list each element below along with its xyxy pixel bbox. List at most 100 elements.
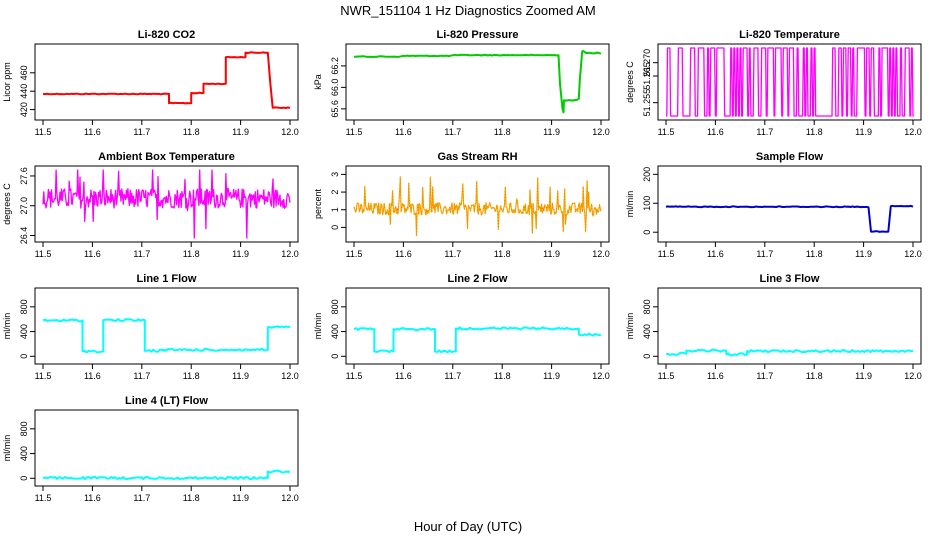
x-tick-label: 11.6 — [707, 371, 724, 381]
y-tick-label: 420 — [19, 102, 29, 117]
x-tick-label: 11.5 — [346, 371, 363, 381]
x-tick-label: 12.0 — [281, 493, 299, 503]
x-tick-label: 11.9 — [543, 127, 560, 137]
y-tick-label: 0 — [330, 225, 340, 230]
panel-sample_flow: Sample Flow 11.5 11.6 11.7 11.8 11.9 12.0 0 100 2… — [625, 151, 922, 259]
plot-frame — [657, 43, 922, 121]
panel-pressure: Li-820 Pressure 11.5 11.6 11.7 11.8 11.9 12.0 6… — [313, 29, 610, 137]
series-line-line2 — [353, 326, 602, 354]
y-axis-label: ml/min — [2, 435, 12, 462]
y-tick-label: 51.255 — [642, 89, 652, 117]
x-tick-label: 11.6 — [84, 493, 101, 503]
y-tick-label: 800 — [330, 299, 340, 314]
plot-frame — [345, 43, 610, 121]
y-tick-label: 800 — [642, 299, 652, 314]
x-tick-label: 11.5 — [658, 127, 675, 137]
x-tick-label: 11.5 — [35, 127, 52, 137]
x-tick-label: 11.8 — [494, 249, 511, 259]
x-tick-label: 11.7 — [756, 127, 773, 137]
panel-title: Line 3 Flow — [760, 273, 820, 285]
x-tick-label: 11.8 — [806, 127, 823, 137]
y-tick-label: 400 — [642, 324, 652, 339]
plot-frame — [657, 287, 922, 365]
x-tick-label: 11.5 — [35, 493, 52, 503]
y-tick-label: 1 — [330, 207, 340, 212]
panel-title: Li-820 Pressure — [437, 29, 519, 41]
x-tick-label: 11.9 — [232, 371, 249, 381]
panel-line4: Line 4 (LT) Flow 11.5 11.6 11.7 11.8 11.9 12.0… — [2, 395, 299, 503]
x-tick-label: 11.8 — [806, 249, 823, 259]
x-tick-label: 11.7 — [444, 127, 461, 137]
series-points-rh — [353, 176, 602, 236]
panel-title: Li-820 Temperature — [739, 29, 840, 41]
y-tick-label: 440 — [19, 84, 29, 99]
series-line-box_temp — [42, 169, 291, 239]
x-tick-label: 12.0 — [281, 249, 299, 259]
y-tick-label: 27.6 — [19, 167, 29, 185]
x-tick-label: 11.5 — [35, 371, 52, 381]
y-axis-label: percent — [313, 188, 323, 219]
y-tick-label: 0 — [642, 354, 652, 359]
y-axis-label: ml/min — [625, 313, 635, 340]
x-tick-label: 11.9 — [232, 127, 249, 137]
x-tick-label: 11.9 — [232, 493, 249, 503]
x-tick-label: 12.0 — [281, 127, 299, 137]
x-tick-label: 12.0 — [904, 249, 922, 259]
x-tick-label: 11.8 — [494, 371, 511, 381]
y-tick-label: 0 — [642, 230, 652, 235]
x-tick-label: 11.7 — [133, 493, 150, 503]
panel-grid: Li-820 CO2 11.5 11.6 11.7 11.8 11.9 12.0 420 440… — [2, 29, 922, 503]
panel-line1: Line 1 Flow 11.5 11.6 11.7 11.8 11.9 12.0 0 400 8… — [2, 273, 299, 381]
series-line-co2 — [42, 51, 291, 109]
series-line-sample_flow — [665, 204, 914, 233]
y-axis-label: ml/min — [313, 313, 323, 340]
x-tick-label: 11.7 — [756, 249, 773, 259]
x-tick-label: 11.8 — [183, 493, 200, 503]
figure-title: NWR_151104 1 Hz Diagnostics Zoomed AM — [340, 3, 596, 18]
panel-line2: Line 2 Flow 11.5 11.6 11.7 11.8 11.9 12.0 0 400 8… — [313, 273, 610, 381]
y-tick-label: 2 — [330, 190, 340, 195]
plot-frame — [34, 165, 299, 243]
y-tick-label: 66.2 — [330, 57, 340, 75]
x-tick-label: 11.6 — [84, 371, 101, 381]
x-tick-label: 11.7 — [444, 249, 461, 259]
y-tick-label: 51.265 — [642, 62, 652, 90]
y-axis-label: ml/min — [625, 191, 635, 218]
panel-title: Sample Flow — [756, 151, 824, 163]
x-tick-label: 11.5 — [346, 249, 363, 259]
x-tick-label: 11.9 — [855, 249, 872, 259]
x-tick-label: 11.7 — [133, 249, 150, 259]
x-tick-label: 11.9 — [855, 371, 872, 381]
plot-frame — [657, 165, 922, 243]
plot-frame — [34, 43, 299, 121]
x-tick-label: 12.0 — [281, 371, 299, 381]
x-tick-label: 11.7 — [444, 371, 461, 381]
y-tick-label: 0 — [330, 354, 340, 359]
y-tick-label: 65.6 — [330, 100, 340, 118]
y-tick-label: 460 — [19, 65, 29, 80]
x-tick-label: 11.8 — [183, 249, 200, 259]
x-tick-label: 11.7 — [756, 371, 773, 381]
x-tick-label: 11.6 — [84, 127, 101, 137]
y-tick-label: 0 — [19, 354, 29, 359]
y-tick-label: 26.4 — [19, 227, 29, 245]
y-tick-label: 0 — [19, 476, 29, 481]
plot-frame — [345, 287, 610, 365]
x-tick-label: 11.8 — [183, 127, 200, 137]
x-tick-label: 12.0 — [904, 371, 922, 381]
y-axis-label: ml/min — [2, 313, 12, 340]
plot-frame — [345, 165, 610, 243]
series-line-pressure — [353, 49, 602, 114]
x-tick-label: 11.8 — [806, 371, 823, 381]
series-line-line1 — [42, 318, 291, 354]
panel-title: Li-820 CO2 — [138, 29, 195, 41]
x-tick-label: 11.9 — [232, 249, 249, 259]
panel-title: Gas Stream RH — [437, 151, 517, 163]
x-tick-label: 11.6 — [84, 249, 101, 259]
x-tick-label: 11.6 — [707, 249, 724, 259]
x-tick-label: 11.9 — [543, 249, 560, 259]
series-line-line4 — [42, 469, 291, 481]
x-tick-label: 11.6 — [395, 249, 412, 259]
y-tick-label: 200 — [642, 167, 652, 182]
